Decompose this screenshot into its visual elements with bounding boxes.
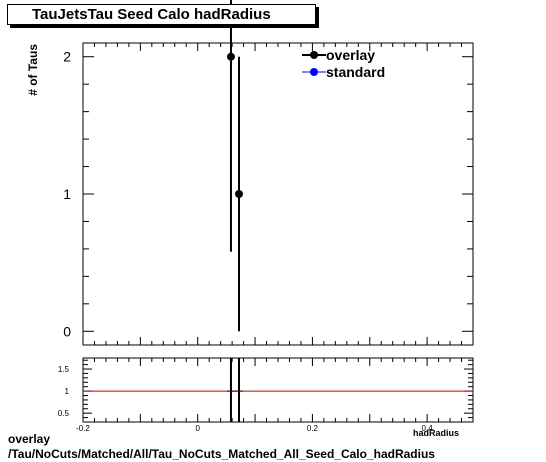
main-y-tick-label: 0 xyxy=(63,323,71,339)
legend-label: standard xyxy=(326,64,385,80)
footer-line-2: /Tau/NoCuts/Matched/All/Tau_NoCuts_Match… xyxy=(8,447,435,461)
main-y-tick-label: 2 xyxy=(63,49,71,65)
ratio-plot-frame xyxy=(82,357,474,423)
data-point xyxy=(235,190,243,198)
main-y-axis-label: # of Taus xyxy=(26,44,40,96)
legend-label: overlay xyxy=(326,47,375,63)
ratio-y-tick-label: 1.5 xyxy=(58,365,70,374)
ratio-x-tick-label: 0.4 xyxy=(422,424,434,433)
chart-title: TauJetsTau Seed Calo hadRadius xyxy=(32,6,271,23)
ratio-x-tick-label: 0.2 xyxy=(307,424,319,433)
ratio-x-axis-label: hadRadius xyxy=(413,428,459,438)
data-point xyxy=(226,52,235,61)
footer-line-1: overlay xyxy=(8,432,51,446)
legend-marker xyxy=(310,68,318,76)
ratio-x-tick-label: -0.2 xyxy=(76,424,90,433)
legend-marker xyxy=(310,51,318,59)
ratio-x-tick-label: 0 xyxy=(195,424,200,433)
chart-title-box: TauJetsTau Seed Calo hadRadius xyxy=(7,4,316,25)
main-plot-frame xyxy=(82,42,474,346)
ratio-y-tick-label: 1 xyxy=(65,387,70,396)
main-y-tick-label: 1 xyxy=(63,186,71,202)
ratio-y-tick-label: 0.5 xyxy=(58,409,70,418)
